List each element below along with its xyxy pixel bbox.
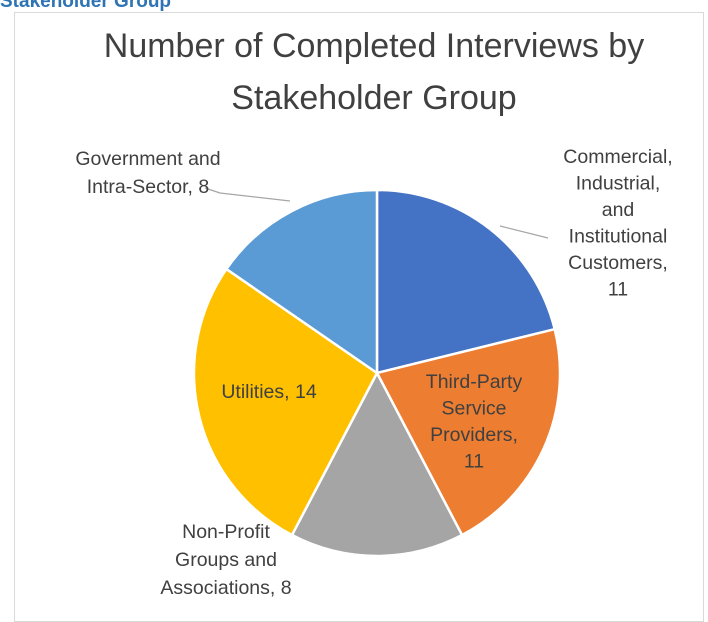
label-line: Non-Profit: [182, 521, 270, 543]
slice-commercial: [375, 188, 557, 375]
label-line: Customers,: [568, 252, 668, 274]
label-government: Government and Intra-Sector, 8: [75, 148, 220, 198]
chart-title: Number of Completed Interviews by Stakeh…: [104, 27, 644, 117]
label-third-party: Third-Party Service Providers, 11: [426, 371, 523, 473]
leader-government: [204, 187, 291, 202]
slice-third-party: [375, 327, 562, 537]
leader-lines: [204, 187, 549, 239]
chart-title-line: Number of Completed Interviews by: [104, 27, 644, 65]
label-line: Industrial,: [576, 173, 661, 195]
label-non-profit: Non-Profit Groups and Associations, 8: [160, 521, 291, 599]
label-commercial: Commercial, Industrial, and Institutional Cu…: [563, 146, 672, 301]
label-line: 11: [464, 451, 484, 473]
section-header: Stakeholder Group: [0, 0, 172, 12]
label-line: Intra-Sector, 8: [87, 176, 209, 198]
slice-government: [224, 188, 379, 376]
label-line: Associations, 8: [160, 577, 291, 599]
label-line: Commercial,: [563, 146, 672, 168]
data-labels: Commercial, Industrial, and Institutional Cu…: [75, 146, 672, 599]
label-utilities: Utilities, 14: [221, 381, 317, 403]
label-line: Third-Party: [426, 371, 523, 393]
slice-utilities: [192, 267, 379, 537]
slice-non-profit: [290, 370, 464, 558]
pie-slices: [192, 188, 562, 558]
leader-commercial: [499, 225, 549, 239]
label-line: Utilities, 14: [221, 381, 317, 403]
label-line: Service: [441, 398, 506, 420]
label-line: Groups and: [175, 549, 277, 571]
label-line: 11: [608, 279, 628, 301]
label-line: Providers,: [430, 424, 518, 446]
label-line: Government and: [75, 148, 220, 170]
label-line: and: [602, 199, 635, 221]
chart-title-line: Stakeholder Group: [231, 79, 516, 117]
label-line: Institutional: [569, 226, 668, 248]
